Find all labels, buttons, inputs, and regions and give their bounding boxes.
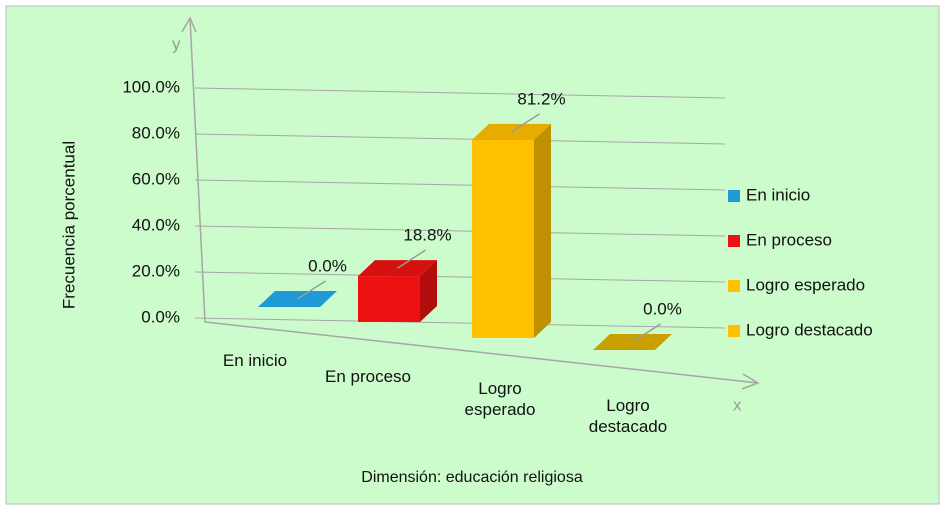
y-tick-label: 80.0% xyxy=(132,123,180,142)
data-label: 0.0% xyxy=(308,256,347,275)
legend-label: Logro destacado xyxy=(746,320,873,339)
y-arrow-label: y xyxy=(172,34,181,53)
grid-line xyxy=(194,317,726,329)
data-label: 0.0% xyxy=(643,299,682,318)
grid-line xyxy=(194,179,726,191)
y-axis-label: Frecuencia porcentual xyxy=(59,141,78,309)
x-tick-label: Logro esperado xyxy=(464,379,536,419)
leader-line xyxy=(511,113,540,133)
y-tick-label: 100.0% xyxy=(122,77,180,96)
x-arrow-head xyxy=(741,373,760,390)
bar-side xyxy=(534,123,551,338)
x-tick-label: En proceso xyxy=(325,367,411,386)
legend-swatch xyxy=(728,190,740,202)
grid-line xyxy=(194,133,726,145)
grid-line xyxy=(194,225,726,237)
y-tick-label: 40.0% xyxy=(132,215,180,234)
grid-line xyxy=(194,87,726,99)
data-label: 81.2% xyxy=(517,89,565,108)
y-tick-label: 0.0% xyxy=(141,307,180,326)
legend-swatch xyxy=(728,235,740,247)
bar-front xyxy=(358,276,420,322)
x-axis-label: Dimensión: educación religiosa xyxy=(361,469,583,486)
legend-label: En proceso xyxy=(746,230,832,249)
legend-swatch xyxy=(728,280,740,292)
bar-front xyxy=(472,139,534,338)
x-axis-arrow xyxy=(204,321,759,384)
leader-line xyxy=(297,280,326,300)
legend-label: En inicio xyxy=(746,185,810,204)
y-tick-label: 20.0% xyxy=(132,261,180,280)
leader-line xyxy=(397,249,426,269)
y-arrow-head xyxy=(181,16,197,33)
bar-side xyxy=(420,260,437,322)
x-tick-label: Logro destacado xyxy=(588,396,668,436)
grid-line xyxy=(194,271,726,283)
leader-line xyxy=(632,323,661,343)
x-tick-label: En inicio xyxy=(222,351,288,370)
legend-swatch xyxy=(728,325,740,337)
x-arrow-label: x xyxy=(733,395,742,414)
legend-label: Logro esperado xyxy=(746,275,865,294)
data-label: 18.8% xyxy=(403,226,451,245)
y-tick-label: 60.0% xyxy=(132,169,180,188)
y-axis-arrow xyxy=(189,17,206,323)
